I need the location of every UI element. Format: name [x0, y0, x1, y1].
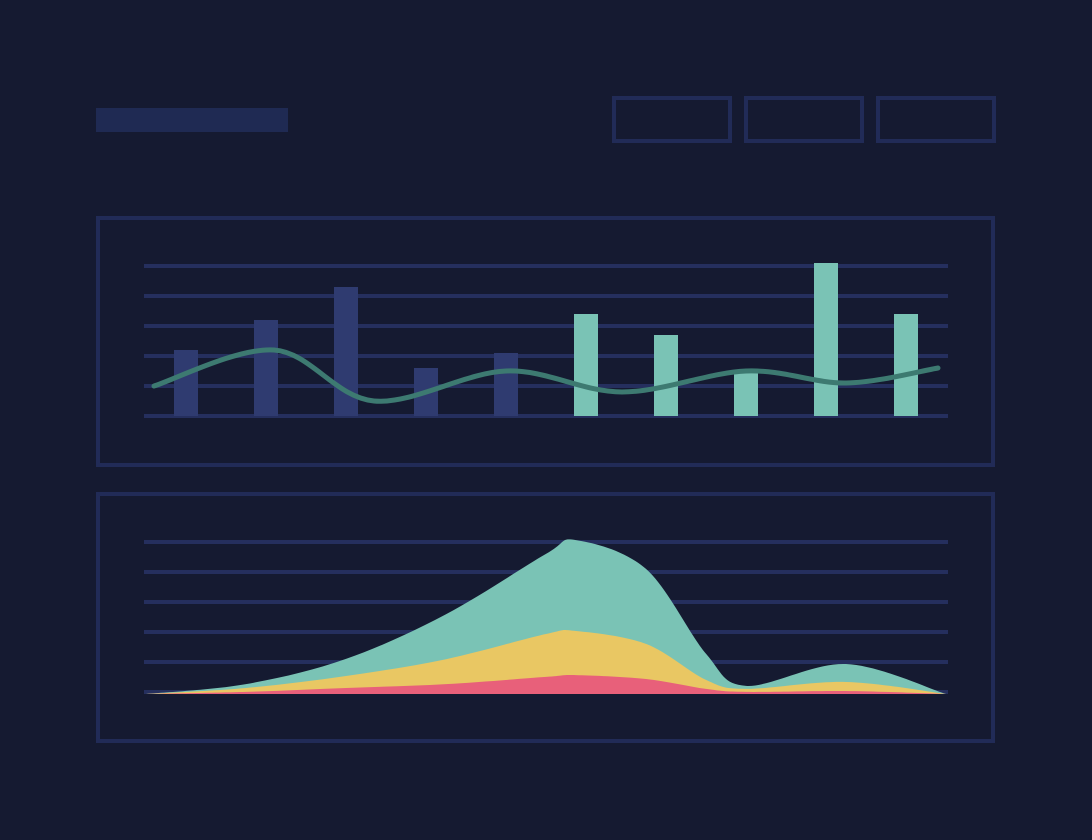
title-placeholder — [96, 108, 288, 132]
panel — [96, 216, 995, 467]
panel — [96, 492, 995, 743]
bar — [254, 320, 278, 416]
bar — [734, 371, 758, 416]
button[interactable] — [876, 96, 996, 143]
area — [146, 629, 946, 694]
bar — [494, 353, 518, 416]
area — [146, 675, 946, 694]
button[interactable] — [612, 96, 732, 143]
trend-line — [151, 347, 941, 404]
bar — [574, 314, 598, 416]
area — [146, 539, 946, 694]
bar — [174, 350, 198, 416]
bar — [654, 335, 678, 416]
bar — [894, 314, 918, 416]
bar — [814, 263, 838, 416]
button[interactable] — [744, 96, 864, 143]
